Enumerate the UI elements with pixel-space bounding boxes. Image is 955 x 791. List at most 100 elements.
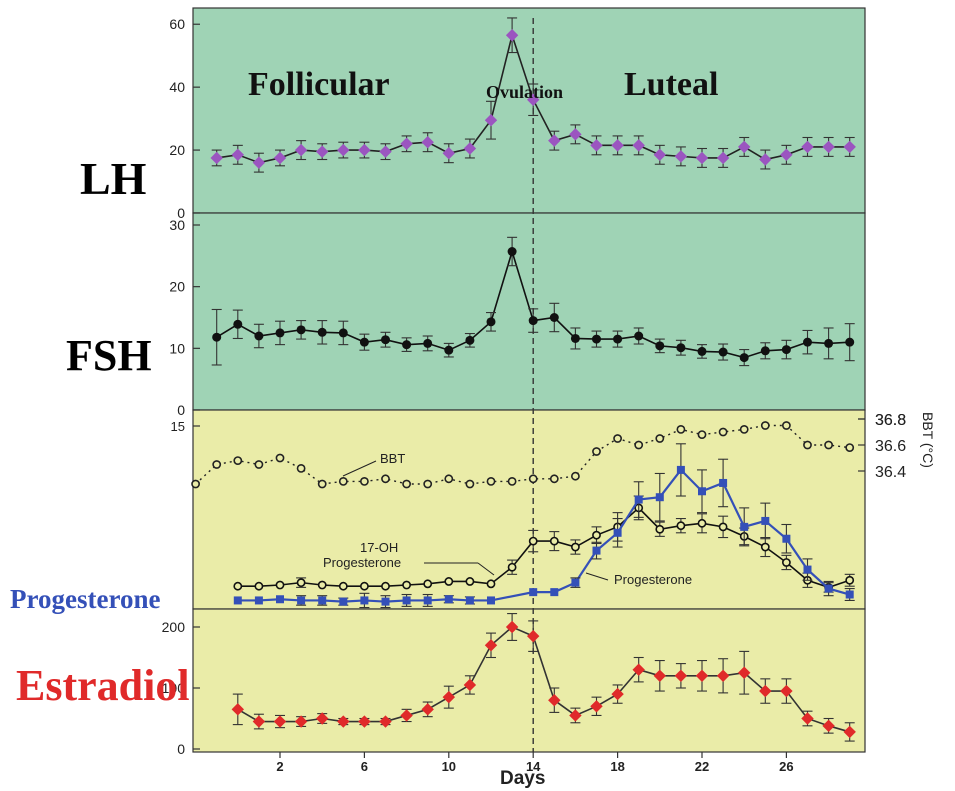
- estradiol-point: [400, 709, 413, 722]
- ohp-point: [444, 577, 454, 586]
- estradiol-point: [273, 715, 287, 728]
- ohp-point: [592, 530, 601, 540]
- estradiol-point: [695, 669, 709, 683]
- estradiol-point: [780, 684, 793, 698]
- fsh-panel: [192, 212, 866, 411]
- fsh-point: [233, 319, 243, 329]
- lh-ytick-label: 40: [169, 79, 185, 95]
- lh-point: [737, 140, 751, 154]
- estradiol-ytick-label: 0: [177, 741, 185, 757]
- ohp-series-label-2: Progesterone: [323, 555, 401, 570]
- ohp-point: [676, 521, 686, 531]
- estradiol-point: [632, 663, 645, 676]
- lh-point: [674, 150, 688, 163]
- lh-point: [231, 148, 245, 162]
- progesterone-point: [571, 578, 580, 587]
- bbt-point: [676, 424, 686, 434]
- lh-point: [695, 151, 709, 165]
- lh-point: [716, 151, 730, 165]
- bbt-leader: [342, 460, 377, 477]
- fsh-point: [465, 335, 475, 345]
- lh-ytick-label: 60: [169, 16, 185, 32]
- progesterone-point: [592, 546, 601, 555]
- lh-point: [442, 147, 456, 160]
- progesterone-series-label: Progesterone: [614, 572, 692, 587]
- ohp-point: [782, 558, 791, 567]
- progesterone-point: [254, 596, 263, 605]
- progesterone-point: [529, 588, 538, 597]
- fsh-point: [718, 347, 728, 357]
- estradiol-point: [674, 669, 688, 683]
- ohp-point: [317, 580, 327, 590]
- progesterone-point: [761, 516, 770, 525]
- lh-point: [759, 153, 772, 166]
- ohp-point: [845, 575, 855, 585]
- fsh-point: [781, 345, 791, 355]
- lh-panel: [192, 7, 866, 214]
- ohp-point: [423, 579, 433, 589]
- progesterone-point: [444, 595, 453, 604]
- bbt-point: [254, 460, 264, 469]
- prog-ytick-label: 15: [171, 419, 185, 434]
- progesterone-point: [698, 487, 706, 496]
- estradiol-point: [252, 715, 266, 728]
- progesterone-point: [487, 596, 495, 605]
- ohp-point: [402, 580, 411, 590]
- ohp-point: [571, 542, 580, 552]
- estradiol-point: [294, 715, 308, 728]
- progesterone-point: [233, 596, 242, 605]
- progesterone-point: [381, 597, 390, 606]
- bbt-point: [275, 453, 285, 463]
- fsh-point: [381, 335, 390, 345]
- lh-point: [653, 148, 667, 162]
- estradiol-point: [315, 712, 329, 725]
- estradiol-point: [569, 709, 582, 722]
- ohp-point: [275, 580, 285, 590]
- estradiol-point: [337, 715, 350, 728]
- progesterone-leader: [585, 572, 609, 581]
- estradiol-point: [421, 703, 434, 716]
- bbt-ytick-label: 36.8: [875, 412, 906, 429]
- fsh-point: [212, 332, 222, 342]
- lh-label: LH: [80, 153, 147, 204]
- estradiol-point: [843, 725, 856, 739]
- bbt-ytick-label: 36.4: [875, 464, 906, 481]
- bbt-point: [402, 479, 411, 489]
- x-tick-label: 14: [526, 759, 541, 774]
- bbt-point: [423, 479, 433, 489]
- progesterone-point: [719, 478, 728, 487]
- fsh-point: [676, 343, 686, 353]
- bbt-point: [465, 479, 475, 489]
- lh-point: [526, 93, 540, 106]
- fsh-point: [655, 341, 665, 351]
- progesterone-point: [297, 596, 306, 605]
- bbt-point: [760, 421, 770, 430]
- bbt-point: [782, 421, 791, 430]
- bbt-point: [718, 427, 728, 437]
- estradiol-point: [526, 629, 540, 643]
- bbt-axis-label: BBT (°C): [920, 412, 936, 468]
- fsh-point: [317, 327, 327, 337]
- lh-point: [801, 140, 814, 154]
- fsh-point: [824, 338, 834, 348]
- follicular-phase-label: Follicular: [248, 66, 390, 103]
- bbt-point: [592, 447, 601, 456]
- fsh-series: [211, 236, 855, 367]
- estradiol-point: [759, 684, 772, 698]
- fsh-point: [634, 331, 644, 341]
- estradiol-point: [358, 715, 371, 728]
- progesterone-point: [402, 596, 411, 605]
- ohp-point: [718, 522, 728, 532]
- progesterone-point: [465, 596, 474, 605]
- lh-ytick-label: 20: [169, 142, 185, 158]
- fsh-point: [296, 325, 306, 335]
- lh-point: [379, 145, 392, 158]
- lh-ytick-label: 0: [177, 205, 185, 221]
- bbt-point: [824, 440, 833, 450]
- fsh-point: [739, 353, 749, 363]
- lh-point: [590, 139, 603, 152]
- lh-point: [548, 134, 561, 147]
- estradiol-point: [716, 669, 730, 683]
- progesterone-point: [845, 590, 854, 599]
- estradiol-point: [822, 719, 835, 733]
